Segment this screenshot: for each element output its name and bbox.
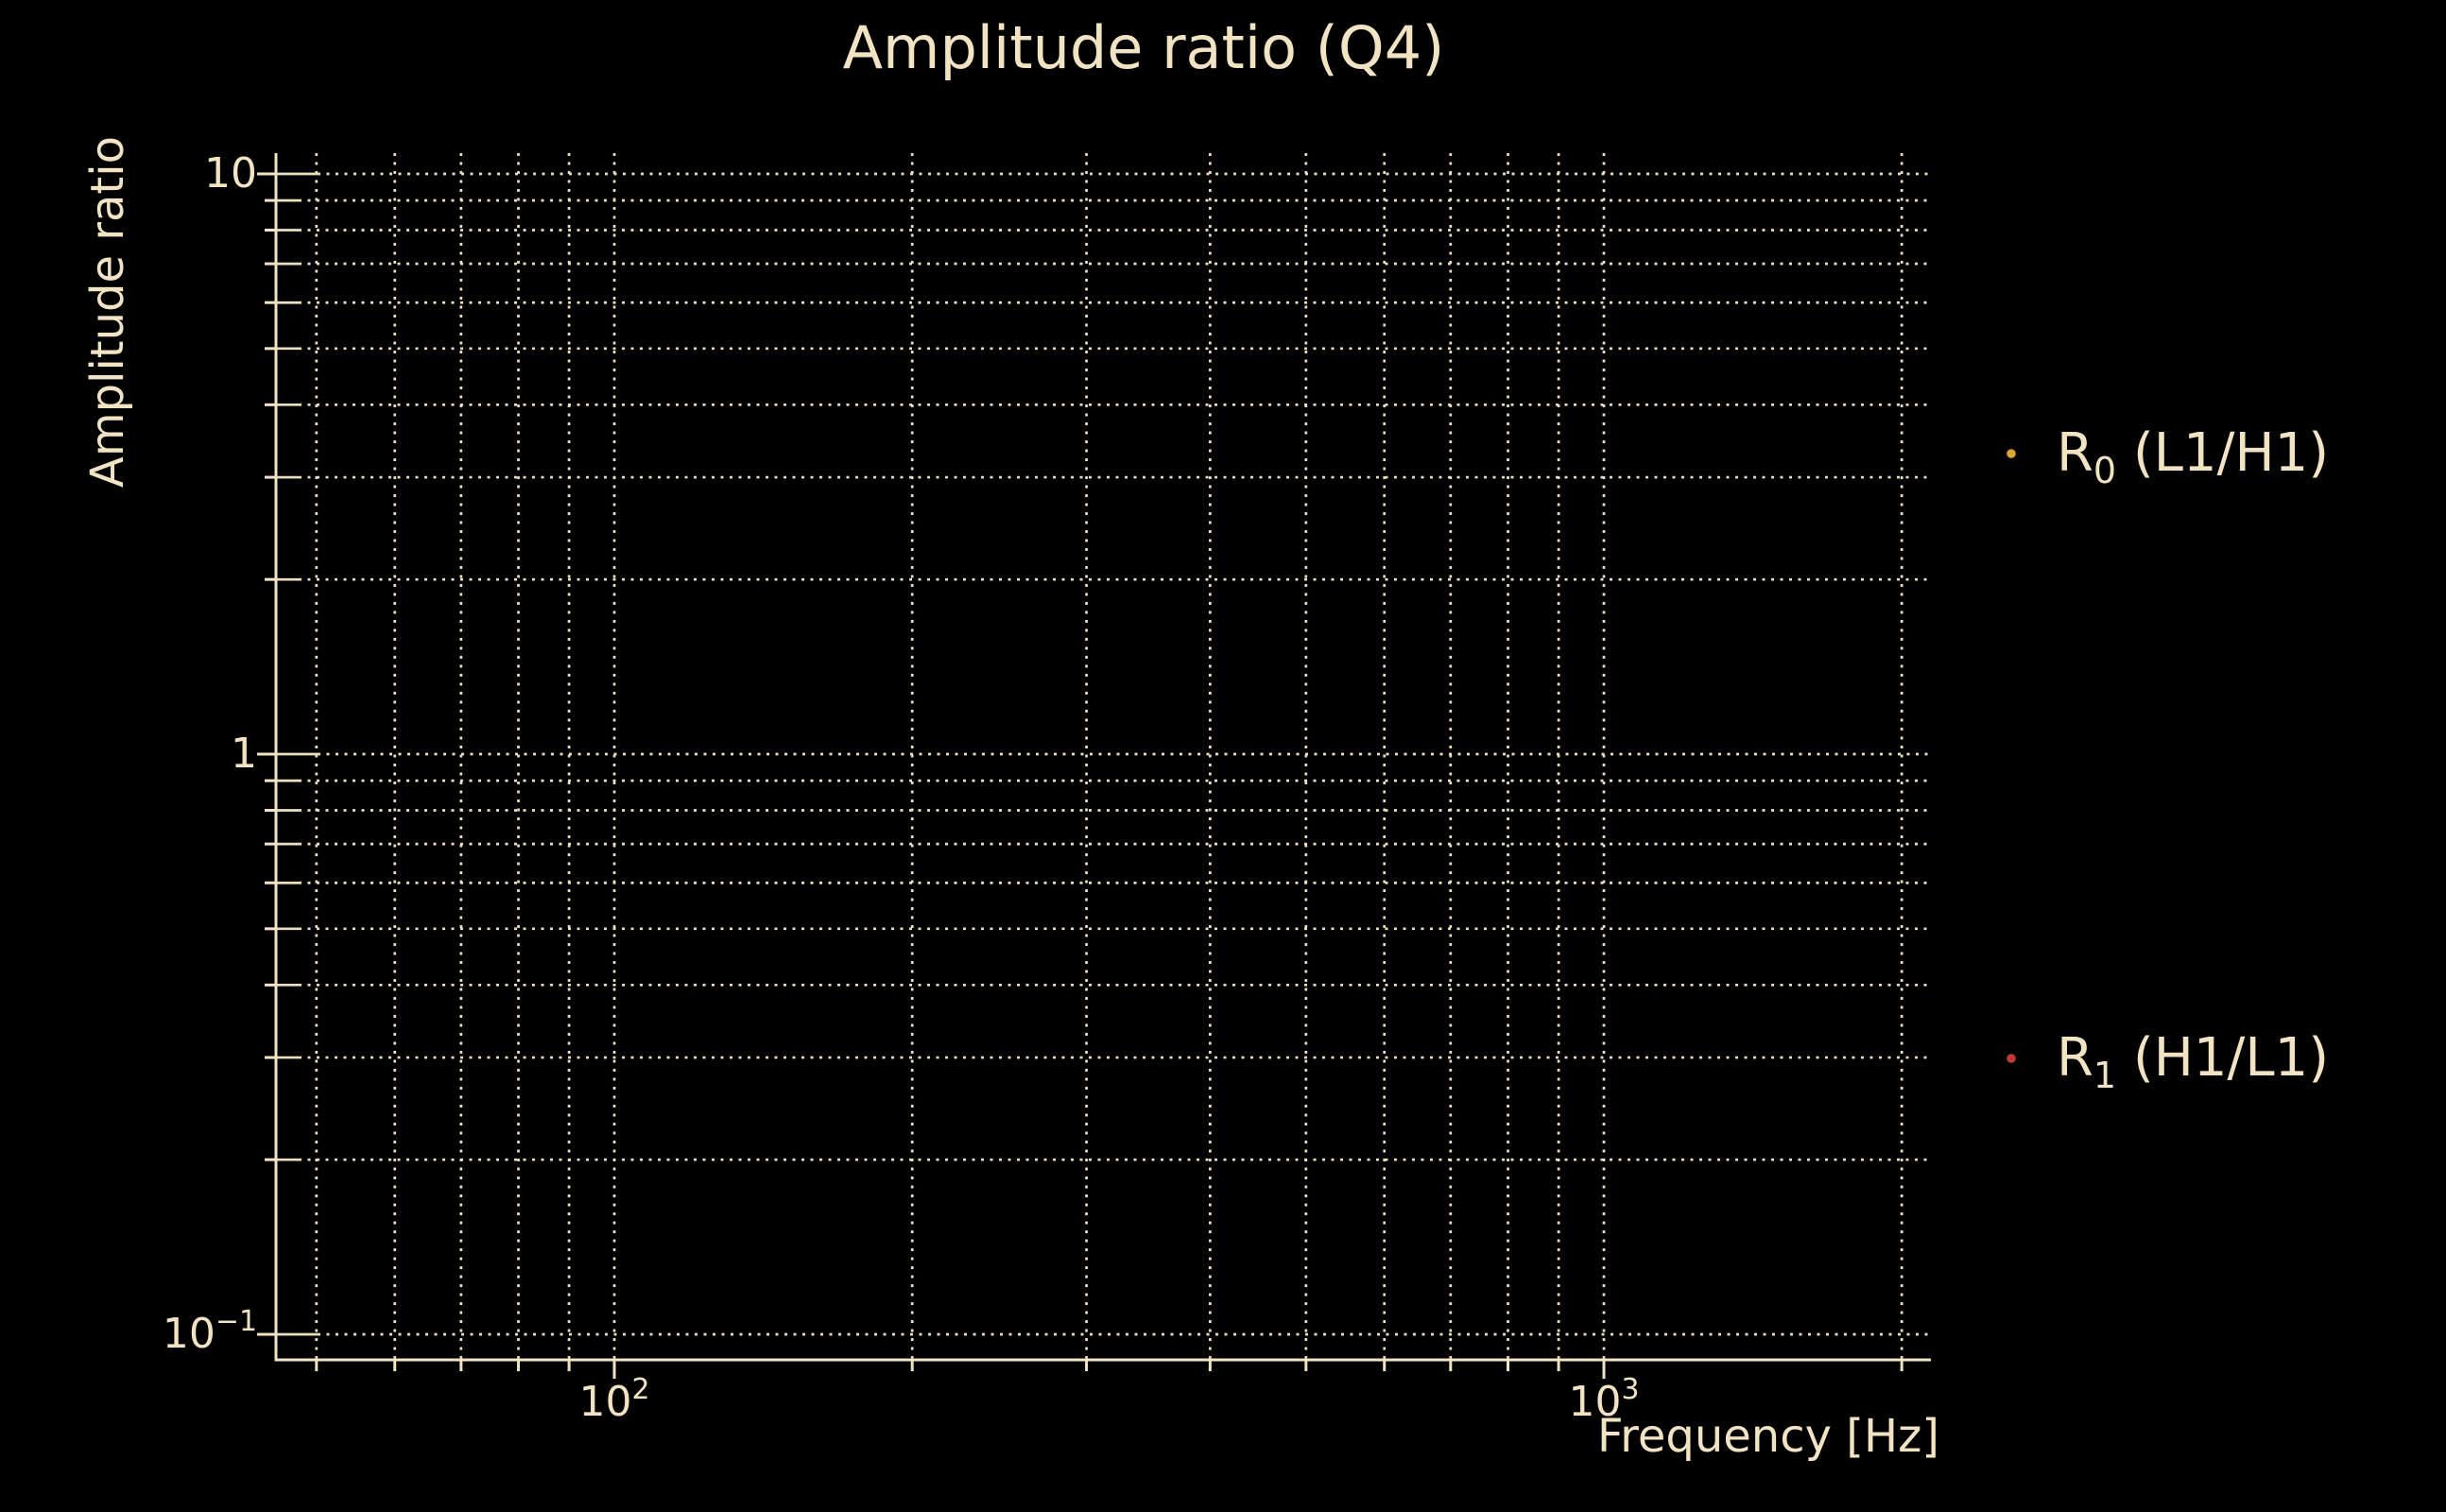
y-tick-label-10: 10 <box>204 149 257 198</box>
legend-marker-r1-dot <box>2007 1054 2016 1063</box>
legend-label-r0: R0 (L1/H1) <box>2057 422 2330 492</box>
x-tick-label-1000: 103 <box>1568 1373 1640 1426</box>
y-tick-label-0p1: 10−1 <box>162 1305 257 1358</box>
legend-marker-r0-dot <box>2007 449 2016 458</box>
chart-title: Amplitude ratio (Q4) <box>842 13 1445 82</box>
y-tick-label-1: 1 <box>231 730 257 778</box>
legend-label-r1: R1 (H1/L1) <box>2057 1027 2330 1097</box>
x-axis-label: Frequency [Hz] <box>1597 1410 1939 1463</box>
legend-entry-r0: R0 (L1/H1) <box>2007 422 2330 492</box>
y-axis-label: Amplitude ratio <box>81 136 134 488</box>
legend-entry-r1: R1 (H1/L1) <box>2007 1027 2330 1097</box>
x-tick-label-100: 102 <box>578 1373 650 1426</box>
